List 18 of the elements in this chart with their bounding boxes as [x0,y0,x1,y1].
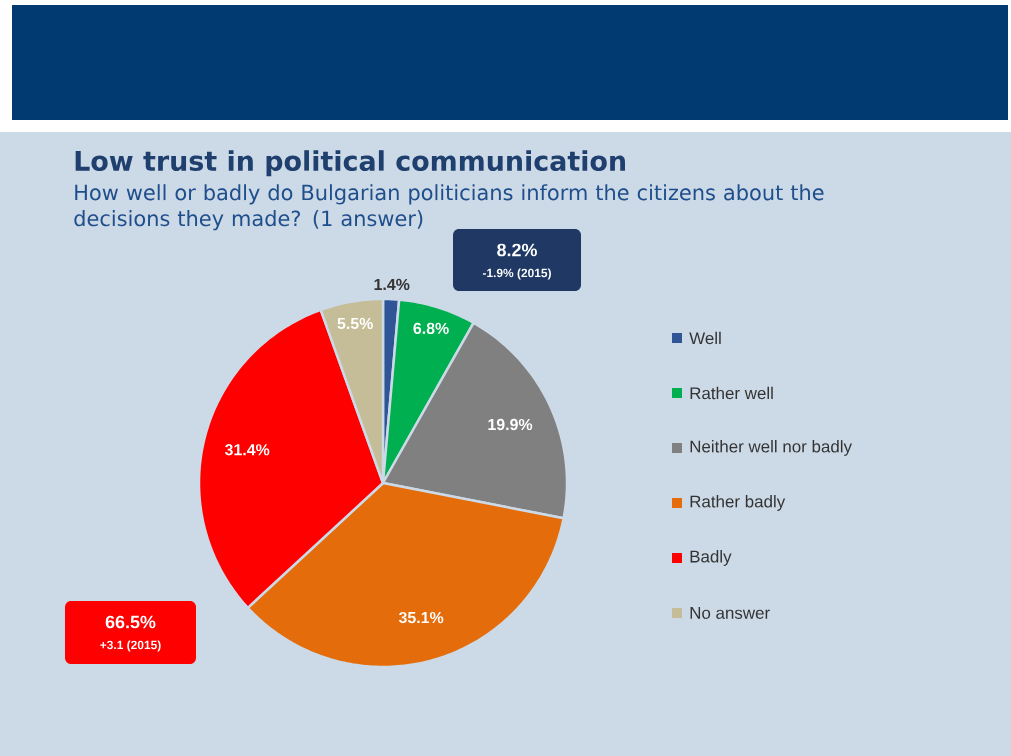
chart-subtitle: How well or badly do Bulgarian politicians inform the citizens about the decisions they made? (1 answer) [74,184,824,231]
text: 8.2% [497,243,537,257]
data-label: 19.9% [488,418,533,431]
text: 66.5% [105,615,156,629]
legend-label: Neither well nor badly [690,440,852,456]
data-label: 1.4% [374,278,410,291]
text: +3.1 (2015) [100,640,161,652]
legend-label: Rather badly [690,495,786,511]
chart-title: Low trust in political communication [75,150,625,177]
data-label: 5.5% [337,317,373,330]
text: -1.9% (2015) [482,268,551,280]
legend-label: No answer [690,607,770,619]
data-label: 31.4% [224,444,270,456]
data-label: 35.1% [398,611,444,624]
data-label: 6.8% [413,322,449,335]
legend-label: Well [689,331,721,345]
legend-label: Rather well [690,386,773,400]
legend-label: Badly [690,550,732,566]
